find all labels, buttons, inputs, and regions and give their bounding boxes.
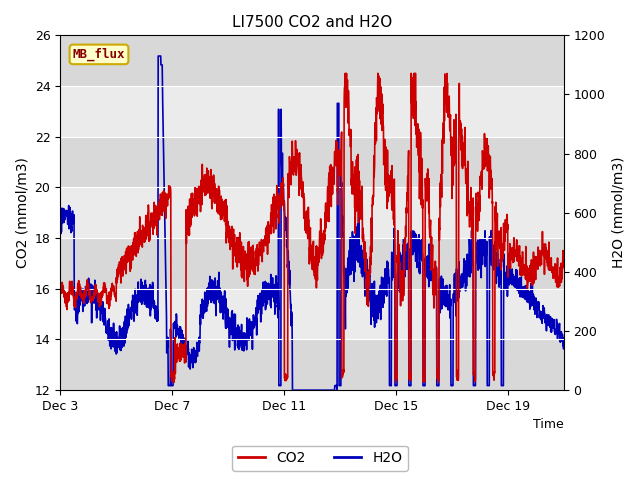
- Bar: [60, 36, 564, 86]
- Bar: [60, 187, 564, 238]
- Bar: [60, 238, 564, 289]
- X-axis label: Time: Time: [533, 419, 564, 432]
- Bar: [60, 86, 564, 137]
- Text: MB_flux: MB_flux: [73, 48, 125, 61]
- Legend: CO2, H2O: CO2, H2O: [232, 445, 408, 471]
- Y-axis label: H2O (mmol/m3): H2O (mmol/m3): [611, 157, 625, 268]
- Y-axis label: CO2 (mmol/m3): CO2 (mmol/m3): [15, 157, 29, 268]
- Bar: [60, 137, 564, 187]
- Bar: [60, 339, 564, 390]
- Title: LI7500 CO2 and H2O: LI7500 CO2 and H2O: [232, 15, 392, 30]
- Bar: [60, 289, 564, 339]
